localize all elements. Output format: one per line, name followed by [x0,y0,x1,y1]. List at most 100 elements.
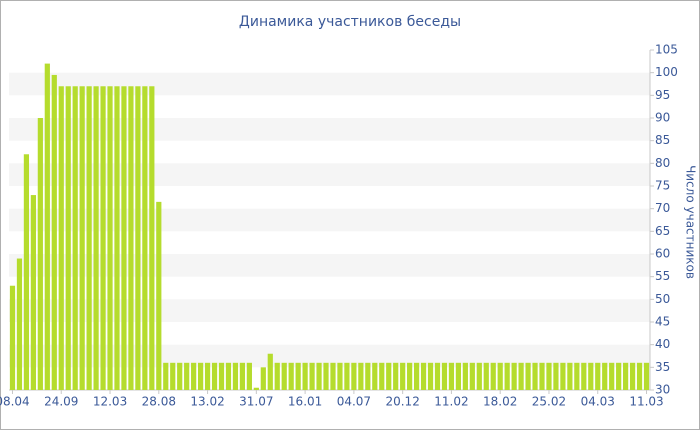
bar [107,86,113,391]
bar [386,362,392,390]
bar [191,362,197,390]
bar [407,362,413,390]
y-tick-label: 90 [655,111,670,125]
y-tick-label: 105 [655,43,678,57]
bar [9,285,16,390]
bar [86,86,92,391]
y-tick-label: 65 [655,224,670,238]
bar [358,362,364,390]
bar [114,86,120,391]
y-tick-label: 30 [655,383,670,397]
bar [37,118,43,390]
bar [337,362,343,390]
bar [246,362,252,390]
y-tick-label: 70 [655,201,670,215]
bar [616,362,622,390]
bar [128,86,134,391]
bar [441,362,448,390]
bar [581,362,587,390]
bar [372,362,378,390]
bar [539,362,545,390]
bar [204,362,211,390]
bar [72,86,78,391]
bar [490,362,496,390]
bar [58,86,64,391]
bar [79,86,85,391]
bar [574,362,580,390]
bar [65,86,71,391]
bar [476,362,482,390]
bar [351,362,357,390]
bar [177,362,183,390]
bar [462,362,468,390]
bar [532,362,538,390]
x-tick-label: 16.01 [288,395,322,409]
bar [546,362,552,390]
bar [469,362,475,390]
bar [344,362,350,390]
bar [302,362,308,390]
bar [16,258,23,390]
bar [455,362,461,390]
bar [623,362,629,390]
y-tick-label: 80 [655,156,670,170]
bar [643,362,650,390]
bar [602,362,608,390]
grid-band [9,344,650,368]
bar [309,362,315,390]
bar [51,74,57,390]
chart-title: Динамика участников беседы [239,14,461,30]
bar [44,63,50,390]
y-tick-label: 45 [655,315,670,329]
bar [595,362,601,390]
bar [135,86,141,391]
bar [260,367,266,390]
x-tick-label: 11.03 [629,395,663,409]
x-tick-label: 13.02 [190,395,224,409]
bar [400,362,406,390]
x-tick-label: 12.03 [93,395,127,409]
bar [23,154,30,390]
y-tick-label: 35 [655,360,670,374]
bar [588,362,594,390]
x-tick-label: 28.08 [142,395,176,409]
bar [560,362,566,390]
x-tick-label: 08.04 [0,395,30,409]
x-tick-label: 25.02 [532,395,566,409]
bar [163,362,169,390]
bar [434,362,441,390]
bar [323,362,329,390]
bar [225,362,232,390]
bar [232,362,239,390]
grid-band [9,118,650,141]
bar [629,362,636,390]
y-tick-label: 85 [655,133,670,147]
y-tick-label: 50 [655,292,670,306]
bar [511,362,517,390]
grid-band [9,208,650,232]
bar [379,362,385,390]
bar [525,362,531,390]
x-tick-label: 04.03 [581,395,615,409]
bar [393,362,399,390]
bar [448,362,455,390]
bar [427,362,434,390]
y-tick-label: 40 [655,337,670,351]
bar [330,362,336,390]
bar [239,362,246,390]
bar [253,387,259,390]
bar [518,362,524,390]
y-tick-label: 60 [655,247,670,261]
bar [121,86,127,391]
bar [267,353,273,390]
bar [218,362,225,390]
bar [281,362,287,390]
x-tick-label: 04.07 [337,395,371,409]
grid-band [9,299,650,322]
bar [295,362,301,390]
bar [609,362,615,390]
x-tick-label: 20.12 [385,395,419,409]
y-tick-label: 55 [655,269,670,283]
bar [497,362,503,390]
